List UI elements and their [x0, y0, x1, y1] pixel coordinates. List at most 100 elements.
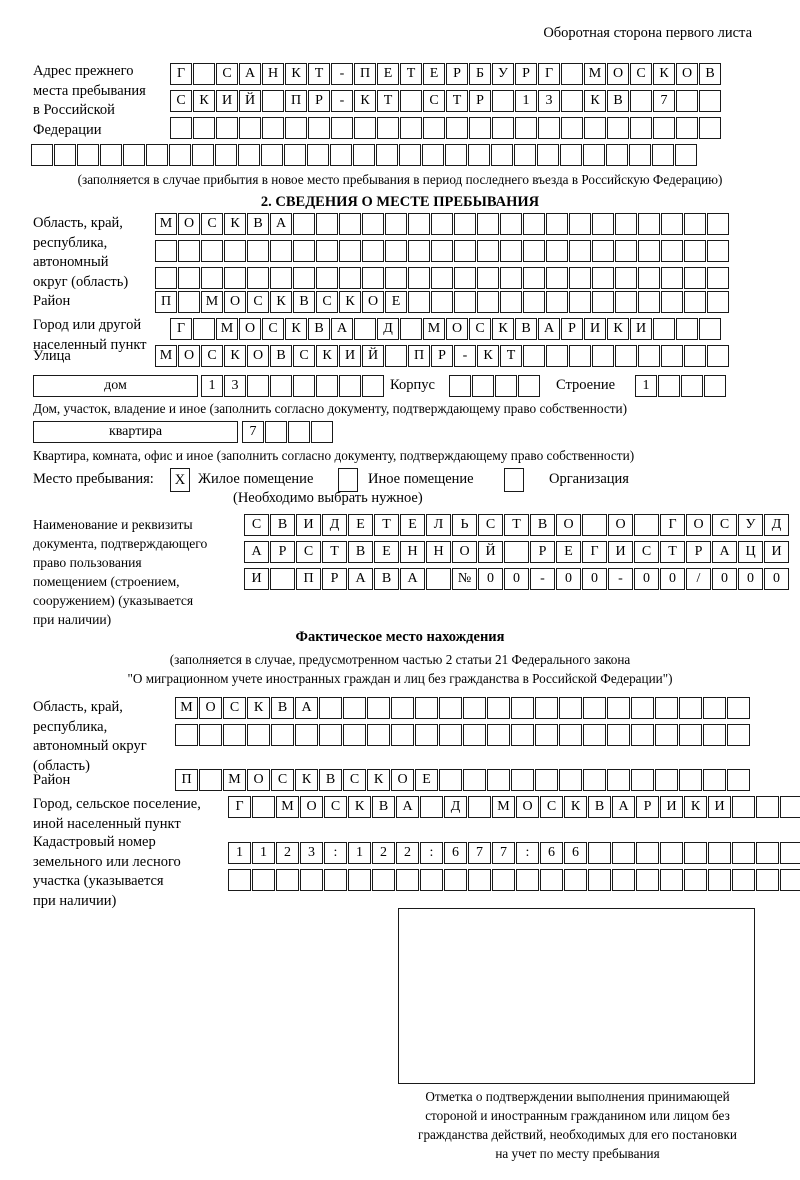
form-cell[interactable]	[655, 724, 678, 746]
form-cell[interactable]: 3	[538, 90, 560, 112]
form-cell[interactable]	[472, 375, 494, 397]
form-cell[interactable]	[684, 345, 706, 367]
form-cell[interactable]	[385, 240, 407, 262]
form-cell[interactable]	[439, 724, 462, 746]
form-cell[interactable]	[311, 421, 333, 443]
form-cell[interactable]	[661, 213, 683, 235]
form-cell[interactable]	[385, 267, 407, 289]
form-cell[interactable]	[559, 769, 582, 791]
form-cell[interactable]	[523, 240, 545, 262]
form-cell[interactable]	[178, 240, 200, 262]
form-cell[interactable]: И	[660, 796, 683, 818]
form-cell[interactable]	[631, 697, 654, 719]
form-cell[interactable]: В	[247, 213, 269, 235]
form-cell[interactable]	[684, 869, 707, 891]
form-cell[interactable]	[699, 90, 721, 112]
form-cell[interactable]: С	[630, 63, 652, 85]
form-cell[interactable]	[270, 375, 292, 397]
form-cell[interactable]	[307, 144, 329, 166]
form-cell[interactable]	[300, 869, 323, 891]
cadastral-row-2[interactable]	[228, 869, 800, 891]
form-cell[interactable]	[583, 724, 606, 746]
form-cell[interactable]	[155, 267, 177, 289]
form-cell[interactable]: М	[492, 796, 515, 818]
form-cell[interactable]	[546, 345, 568, 367]
region-row-3[interactable]	[155, 267, 729, 289]
form-cell[interactable]: Т	[500, 345, 522, 367]
form-cell[interactable]	[408, 291, 430, 313]
form-cell[interactable]: С	[540, 796, 563, 818]
form-cell[interactable]: Г	[582, 541, 607, 563]
form-cell[interactable]: М	[201, 291, 223, 313]
form-cell[interactable]: Г	[538, 63, 560, 85]
form-cell[interactable]: О	[224, 291, 246, 313]
form-cell[interactable]	[377, 117, 399, 139]
form-cell[interactable]: 1	[635, 375, 657, 397]
form-cell[interactable]	[707, 213, 729, 235]
form-cell[interactable]	[354, 318, 376, 340]
form-cell[interactable]	[454, 240, 476, 262]
form-cell[interactable]: 0	[660, 568, 685, 590]
form-cell[interactable]: Т	[446, 90, 468, 112]
form-cell[interactable]: К	[193, 90, 215, 112]
form-cell[interactable]	[270, 267, 292, 289]
form-cell[interactable]: /	[686, 568, 711, 590]
form-cell[interactable]: В	[308, 318, 330, 340]
stay-type-option-residential-checkbox[interactable]: X	[170, 468, 190, 492]
form-cell[interactable]	[638, 240, 660, 262]
form-cell[interactable]: Е	[374, 541, 399, 563]
form-cell[interactable]: К	[247, 697, 270, 719]
form-cell[interactable]: Д	[444, 796, 467, 818]
form-cell[interactable]	[492, 117, 514, 139]
form-cell[interactable]	[655, 697, 678, 719]
form-cell[interactable]: С	[201, 345, 223, 367]
form-cell[interactable]	[252, 796, 275, 818]
form-cell[interactable]: К	[492, 318, 514, 340]
form-cell[interactable]	[408, 267, 430, 289]
form-cell[interactable]	[684, 267, 706, 289]
form-cell[interactable]: В	[374, 568, 399, 590]
form-cell[interactable]: -	[454, 345, 476, 367]
form-cell[interactable]: Е	[415, 769, 438, 791]
form-cell[interactable]	[638, 213, 660, 235]
form-cell[interactable]: Ц	[738, 541, 763, 563]
form-cell[interactable]	[607, 117, 629, 139]
form-cell[interactable]	[477, 240, 499, 262]
form-cell[interactable]: П	[354, 63, 376, 85]
form-cell[interactable]: А	[244, 541, 269, 563]
form-cell[interactable]	[583, 769, 606, 791]
document-row-3[interactable]: И П Р А В А № 0 0-0 0-0 0/0 0 0	[244, 568, 789, 590]
form-cell[interactable]	[468, 869, 491, 891]
form-cell[interactable]	[463, 769, 486, 791]
form-cell[interactable]	[631, 724, 654, 746]
form-cell[interactable]: С	[293, 345, 315, 367]
form-cell[interactable]: 6	[540, 842, 563, 864]
form-cell[interactable]	[607, 724, 630, 746]
form-cell[interactable]	[252, 869, 275, 891]
form-cell[interactable]: С	[223, 697, 246, 719]
form-cell[interactable]: В	[699, 63, 721, 85]
stay-type-option-organization-checkbox[interactable]	[504, 468, 524, 492]
form-cell[interactable]	[661, 291, 683, 313]
form-cell[interactable]	[569, 267, 591, 289]
form-cell[interactable]	[583, 697, 606, 719]
form-cell[interactable]	[469, 117, 491, 139]
form-cell[interactable]: М	[155, 345, 177, 367]
prev-address-row-4[interactable]	[31, 144, 697, 166]
form-cell[interactable]: 2	[372, 842, 395, 864]
form-cell[interactable]	[199, 769, 222, 791]
form-cell[interactable]: Т	[400, 63, 422, 85]
form-cell[interactable]	[193, 63, 215, 85]
form-cell[interactable]: А	[239, 63, 261, 85]
form-cell[interactable]	[631, 769, 654, 791]
form-cell[interactable]: А	[270, 213, 292, 235]
form-cell[interactable]: Р	[515, 63, 537, 85]
form-cell[interactable]: Д	[764, 514, 789, 536]
form-cell[interactable]	[732, 869, 755, 891]
form-cell[interactable]	[684, 291, 706, 313]
form-cell[interactable]	[652, 144, 674, 166]
form-cell[interactable]: Е	[385, 291, 407, 313]
form-cell[interactable]	[615, 345, 637, 367]
